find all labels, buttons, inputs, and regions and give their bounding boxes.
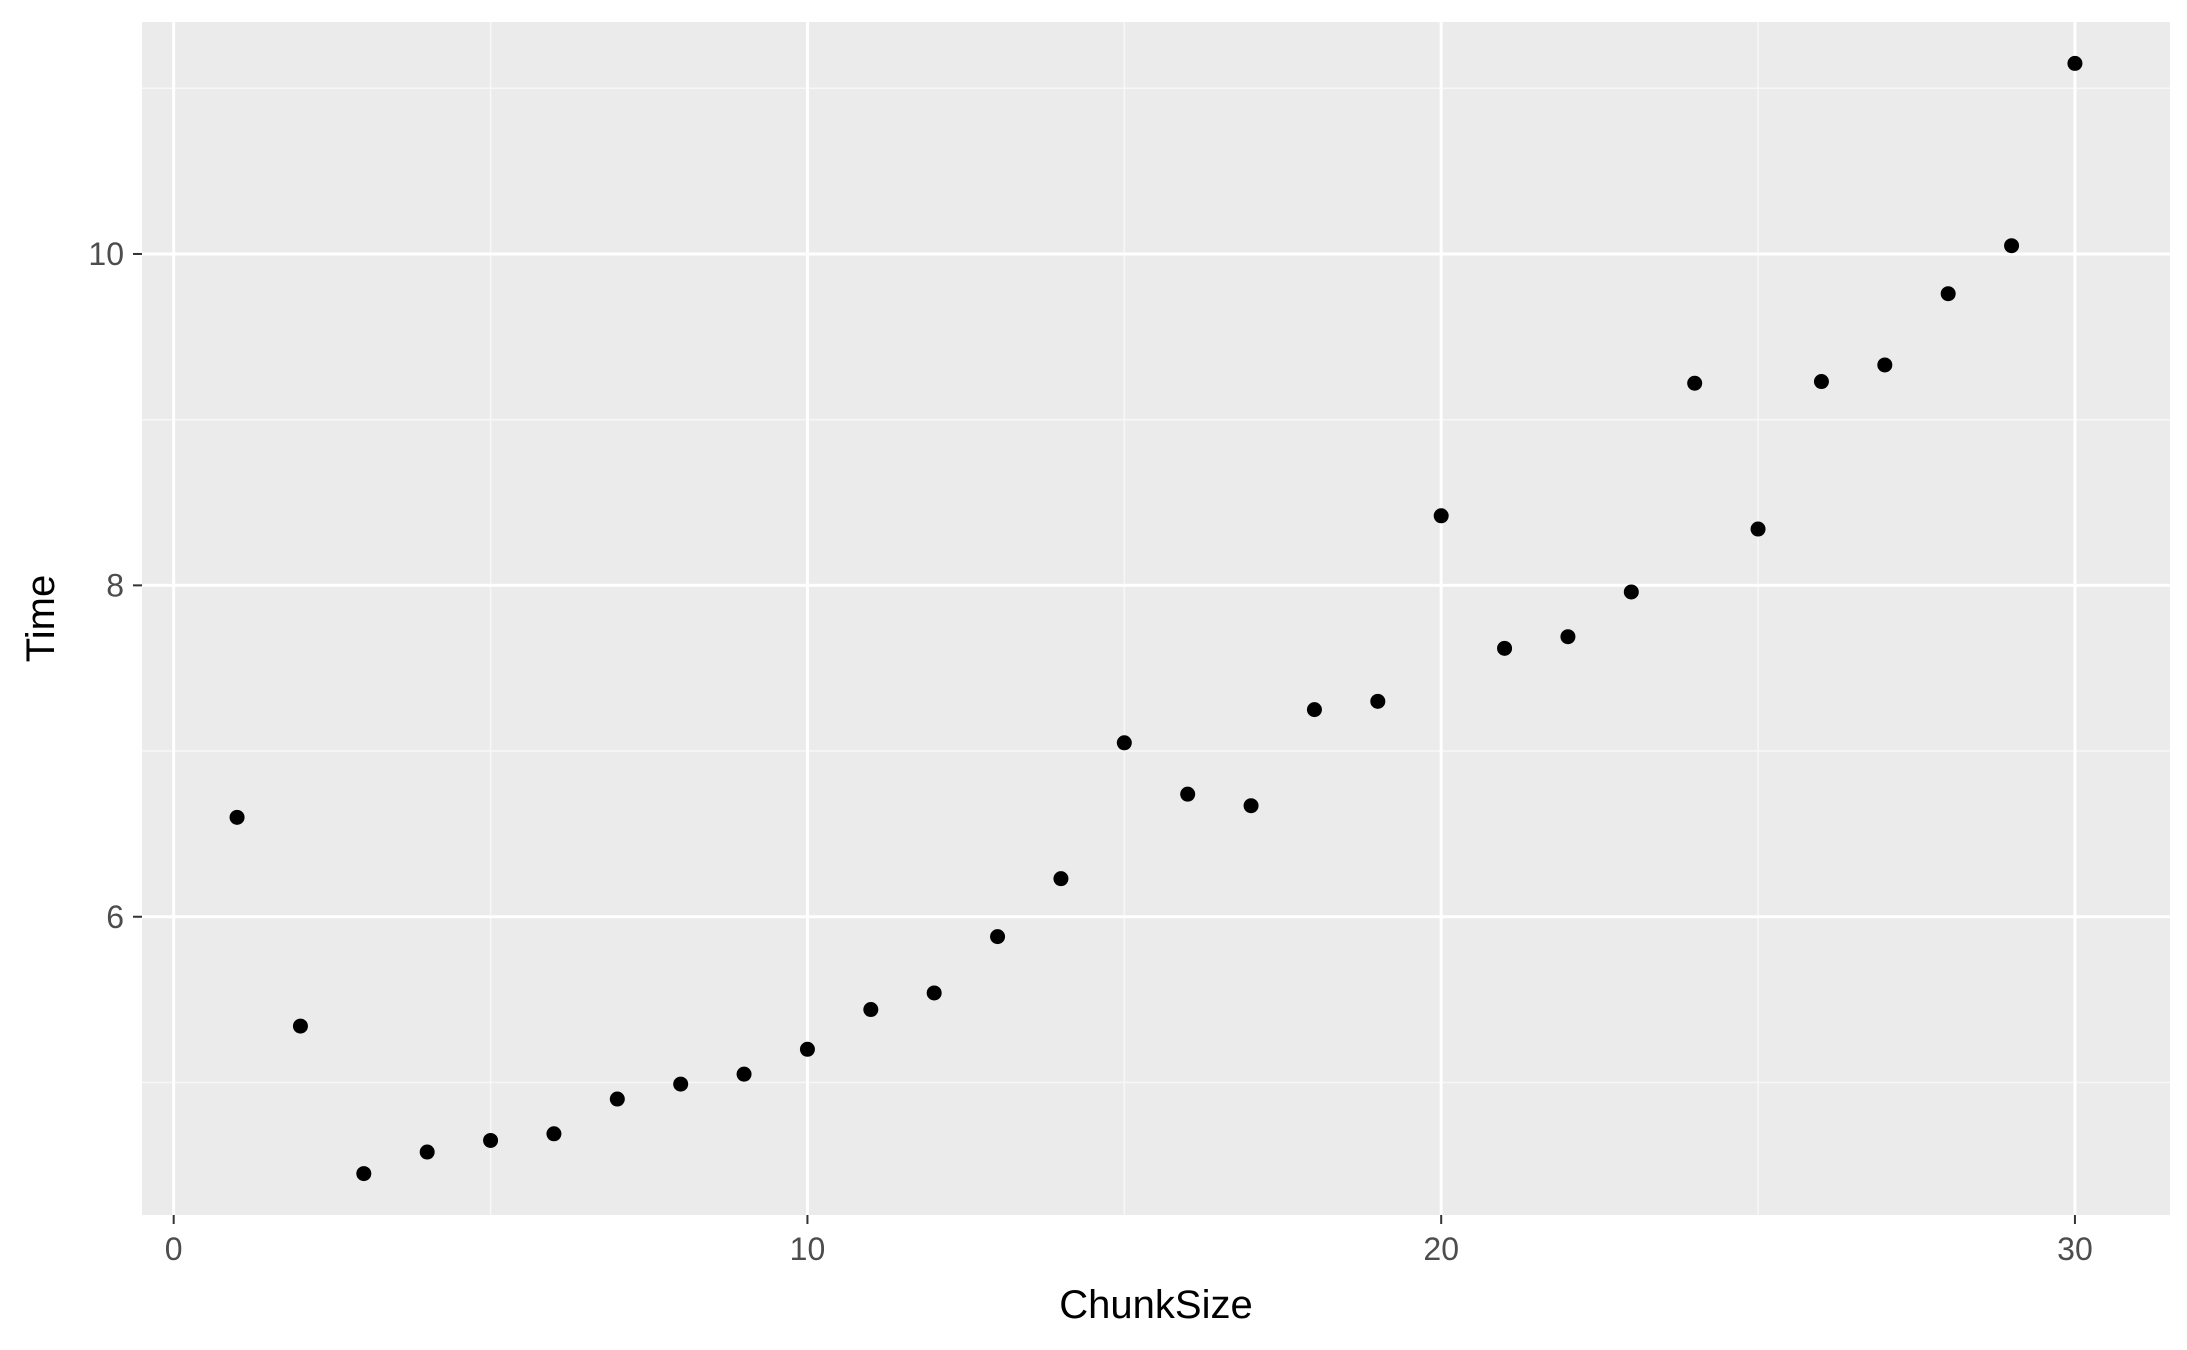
data-point [1623,584,1639,600]
data-point [1497,640,1513,656]
data-point [1687,375,1703,391]
x-tick-label: 20 [1423,1231,1459,1267]
data-point [1433,508,1449,524]
data-point [546,1126,562,1142]
data-point [356,1166,372,1182]
x-axis-title: ChunkSize [1059,1283,1252,1327]
data-point [1560,629,1576,645]
data-point [1370,693,1386,709]
data-point [1053,871,1069,887]
data-point [863,1002,879,1018]
data-point [292,1018,308,1034]
data-point [990,929,1006,945]
x-axis: 0 10 20 30 [165,1215,2093,1267]
y-tick-label: 8 [106,567,124,603]
data-point [1813,374,1829,390]
data-point [1306,702,1322,718]
x-tick-label: 10 [790,1231,826,1267]
data-point [609,1091,625,1107]
data-point [2004,238,2020,254]
data-point [1940,286,1956,302]
data-point [483,1132,499,1148]
y-axis: 6 8 10 [88,236,142,935]
minor-grid-lines [142,22,2170,1215]
data-point [1750,521,1766,537]
y-axis-title: Time [19,575,63,662]
y-tick-label: 6 [106,899,124,935]
data-point [229,809,245,825]
data-point [1877,357,1893,373]
x-tick-label: 30 [2057,1231,2093,1267]
data-point [419,1144,435,1160]
data-point [2067,55,2083,71]
data-point [799,1041,815,1057]
x-tick-label: 0 [165,1231,183,1267]
data-point [1116,735,1132,751]
plot-panel [142,22,2170,1215]
data-points [229,55,2083,1182]
major-grid-lines [142,22,2170,1215]
data-point [926,985,942,1001]
data-point [673,1076,689,1092]
data-point [1180,786,1196,802]
data-point [1243,798,1259,814]
y-tick-label: 10 [88,236,124,272]
data-point [736,1066,752,1082]
